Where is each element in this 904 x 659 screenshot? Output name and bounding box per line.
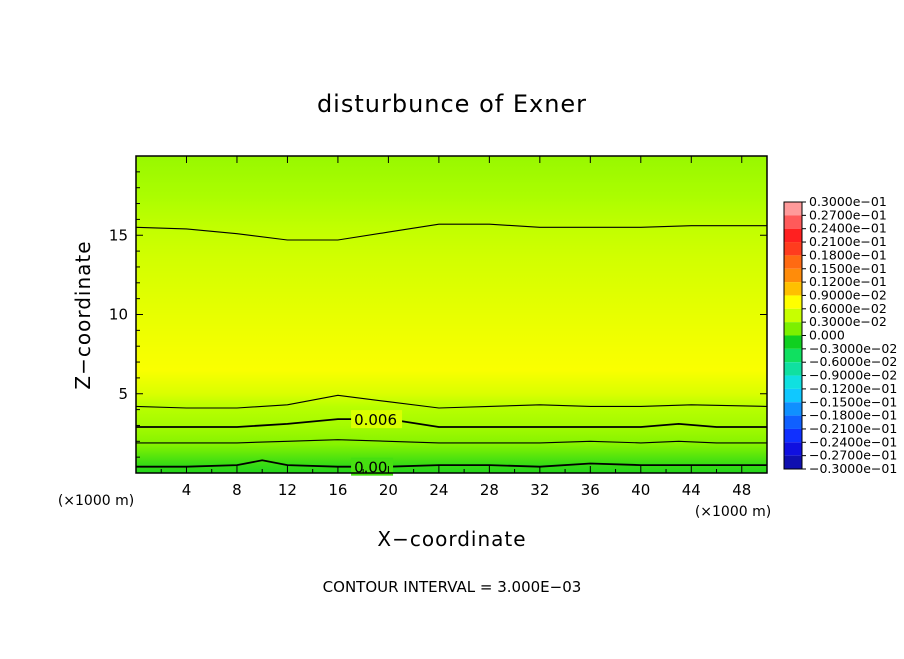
colorbar-label: −0.1500e−01 [809,394,897,409]
colorbar-cell [784,202,802,216]
plot-fill-rect [136,156,767,473]
colorbar-cell [784,428,802,443]
contour-line [136,459,767,468]
colorbar-cell [784,415,802,429]
x-unit-left: (×1000 m) [58,493,134,509]
colorbar-cell [784,348,802,363]
colorbar-label: 0.1800e−01 [809,247,887,262]
colorbar-label: 0.1500e−01 [809,261,887,276]
x-tick-label: 44 [682,481,701,499]
colorbar-label: 0.2700e−01 [809,207,887,222]
contour-label-bg [351,410,403,429]
colorbar-cell [784,402,802,416]
colorbar-label: 0.2400e−01 [809,221,887,236]
colorbar-cell [784,375,802,389]
contour-line [135,394,768,409]
y-tick-label: 5 [118,385,128,403]
colorbar-cell [784,335,802,349]
x-tick-label: 12 [278,481,297,499]
y-axis-label: Z−coordinate [71,240,95,389]
colorbar: 0.3000e−010.2700e−010.2400e−010.2100e−01… [783,194,897,476]
colorbar-label: −0.3000e−01 [809,461,897,476]
colorbar-cell [784,228,802,243]
chart-title: disturbunce of Exner [317,90,587,118]
colorbar-cell [784,455,802,469]
colorbar-cell [784,388,802,403]
x-tick-label: 4 [182,481,192,499]
colorbar-label: −0.3000e−02 [809,341,897,356]
colorbar-label: −0.1800e−01 [809,408,897,423]
colorbar-label: 0.1200e−01 [809,274,887,289]
colorbar-cell [784,322,802,336]
colorbar-cell [784,255,802,269]
colorbar-cell [784,295,802,309]
colorbar-label: −0.2400e−01 [809,434,897,449]
colorbar-cell [784,282,802,296]
colorbar-label: 0.9000e−02 [809,287,887,302]
x-tick-label: 8 [232,481,242,499]
colorbar-label: −0.2100e−01 [809,421,897,436]
colorbar-label: 0.3000e−02 [809,314,887,329]
colorbar-label: 0.6000e−02 [809,301,887,316]
x-tick-label: 40 [631,481,650,499]
colorbar-label: −0.6000e−02 [809,354,897,369]
colorbar-cell [784,242,802,256]
contour-label-bg [351,457,394,476]
colorbar-cell [784,308,802,323]
colorbar-cell [784,362,802,376]
y-tick-label: 10 [109,306,128,324]
contour-label: 0.006 [354,411,397,429]
x-tick-label: 48 [732,481,751,499]
contour-interval-note: CONTOUR INTERVAL = 3.000E−03 [323,578,582,596]
colorbar-label: −0.2700e−01 [809,448,897,463]
colorbar-label: −0.9000e−02 [809,368,897,383]
x-unit-right: (×1000 m) [695,504,771,520]
colorbar-cell [784,442,802,456]
y-tick-label: 15 [109,226,128,244]
colorbar-cell [784,268,802,283]
contour-label: 0.00 [354,459,387,477]
colorbar-label: 0.2100e−01 [809,234,887,249]
x-tick-label: 28 [480,481,499,499]
contour-line [136,439,767,444]
contour-line [135,223,767,241]
colorbar-label: 0.3000e−01 [809,194,887,209]
contour-line [136,418,767,428]
x-tick-label: 24 [429,481,448,499]
contour-lines: 0.006 0.00 [135,223,768,477]
x-tick-label: 16 [328,481,347,499]
plot-area [136,156,767,473]
x-tick-label: 36 [581,481,600,499]
x-tick-label: 20 [379,481,398,499]
colorbar-label: 0.000 [809,328,845,343]
colorbar-label: −0.1200e−01 [809,381,897,396]
colorbar-cell [784,215,802,229]
x-tick-label: 32 [530,481,549,499]
x-axis-label: X−coordinate [377,527,526,551]
